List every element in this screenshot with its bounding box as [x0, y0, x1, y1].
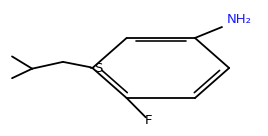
Text: S: S	[94, 62, 102, 75]
Text: NH₂: NH₂	[226, 13, 251, 26]
Text: F: F	[145, 114, 152, 127]
